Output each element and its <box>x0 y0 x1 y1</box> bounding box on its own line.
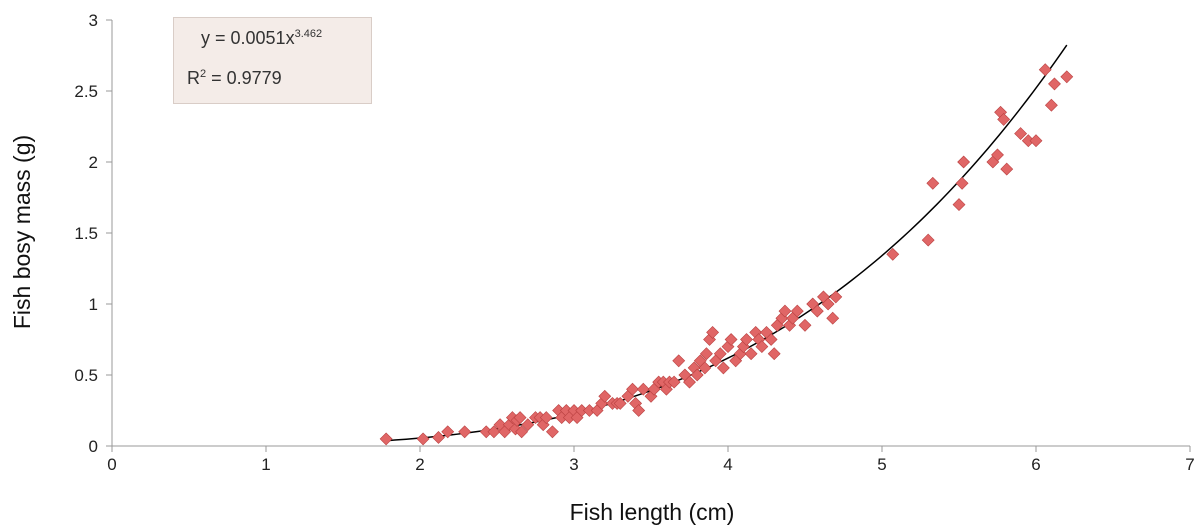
data-point <box>706 325 720 339</box>
data-point <box>667 375 681 389</box>
data-point <box>458 425 472 439</box>
data-point <box>513 411 527 425</box>
x-axis-title: Fish length (cm) <box>570 499 735 525</box>
data-point <box>997 112 1011 126</box>
x-tick-label: 7 <box>1185 455 1194 474</box>
data-point <box>521 418 535 432</box>
data-point <box>626 382 639 396</box>
data-points <box>379 63 1074 446</box>
data-point <box>713 347 727 361</box>
data-point <box>767 347 781 361</box>
trendline-equation-box: y = 0.0051x3.462 R2 = 0.9779 <box>173 17 372 104</box>
data-point <box>826 311 840 325</box>
data-point <box>1038 63 1052 77</box>
x-tick-label: 3 <box>569 455 578 474</box>
data-point <box>821 297 835 311</box>
y-tick-label: 0.5 <box>74 366 98 385</box>
r2-prefix: R <box>187 68 200 88</box>
data-point <box>955 176 969 190</box>
data-point <box>829 290 843 304</box>
data-point <box>632 404 646 417</box>
trendline-equation: y = 0.0051x3.462 <box>201 28 322 49</box>
data-point <box>991 148 1004 162</box>
data-point <box>926 176 940 190</box>
data-point <box>487 425 501 439</box>
data-point <box>716 361 730 375</box>
data-point <box>672 354 686 368</box>
x-tick-label: 0 <box>107 455 116 474</box>
data-point <box>1000 162 1014 176</box>
data-point <box>539 411 553 425</box>
x-tick-label: 2 <box>415 455 424 474</box>
data-point <box>598 389 612 403</box>
y-tick-label: 2.5 <box>74 82 98 101</box>
y-tick-label: 1 <box>89 295 98 314</box>
data-point <box>379 432 393 446</box>
data-point <box>613 396 627 410</box>
equation-exponent: 3.462 <box>294 28 323 40</box>
data-point <box>1029 134 1043 148</box>
power-trendline <box>389 44 1068 442</box>
data-point <box>1048 77 1061 91</box>
data-point <box>740 333 753 346</box>
data-point <box>546 425 559 439</box>
data-point <box>778 304 792 318</box>
equation-text: y = 0.0051x <box>201 28 295 48</box>
y-tick-label: 3 <box>89 11 98 30</box>
data-point <box>683 375 696 389</box>
data-point <box>432 431 445 444</box>
data-point <box>636 382 650 396</box>
r2-exponent: 2 <box>200 68 207 80</box>
data-point <box>886 247 900 261</box>
data-point <box>698 361 712 375</box>
ticks <box>106 19 1191 452</box>
data-point <box>755 340 769 354</box>
data-point <box>1014 127 1028 141</box>
data-point <box>798 318 812 332</box>
data-point <box>690 368 704 382</box>
data-point <box>1044 98 1058 112</box>
data-point <box>957 155 971 169</box>
y-tick-label: 2 <box>89 153 98 172</box>
data-point <box>1060 70 1074 84</box>
data-point <box>744 347 758 361</box>
r-squared-label: R2 = 0.9779 <box>187 68 282 89</box>
y-tick-label: 0 <box>89 437 98 456</box>
data-point <box>416 432 430 446</box>
x-tick-label: 4 <box>723 455 732 474</box>
data-point <box>515 425 529 439</box>
x-tick-label: 1 <box>261 455 270 474</box>
data-point <box>921 233 935 247</box>
data-point <box>764 333 778 346</box>
data-point <box>810 304 824 318</box>
data-point <box>952 198 966 212</box>
data-point <box>790 304 804 318</box>
data-point <box>441 425 455 439</box>
y-tick-label: 1.5 <box>74 224 98 243</box>
r2-value: = 0.9779 <box>206 68 282 88</box>
y-axis-title: Fish bosy mass (g) <box>9 135 35 329</box>
tick-labels: 0 1 2 3 4 5 6 7 0 0.5 1 1.5 2 2.5 3 <box>74 11 1194 474</box>
x-tick-label: 5 <box>877 455 886 474</box>
data-point <box>700 347 713 361</box>
data-point <box>724 333 738 346</box>
x-tick-label: 6 <box>1031 455 1040 474</box>
